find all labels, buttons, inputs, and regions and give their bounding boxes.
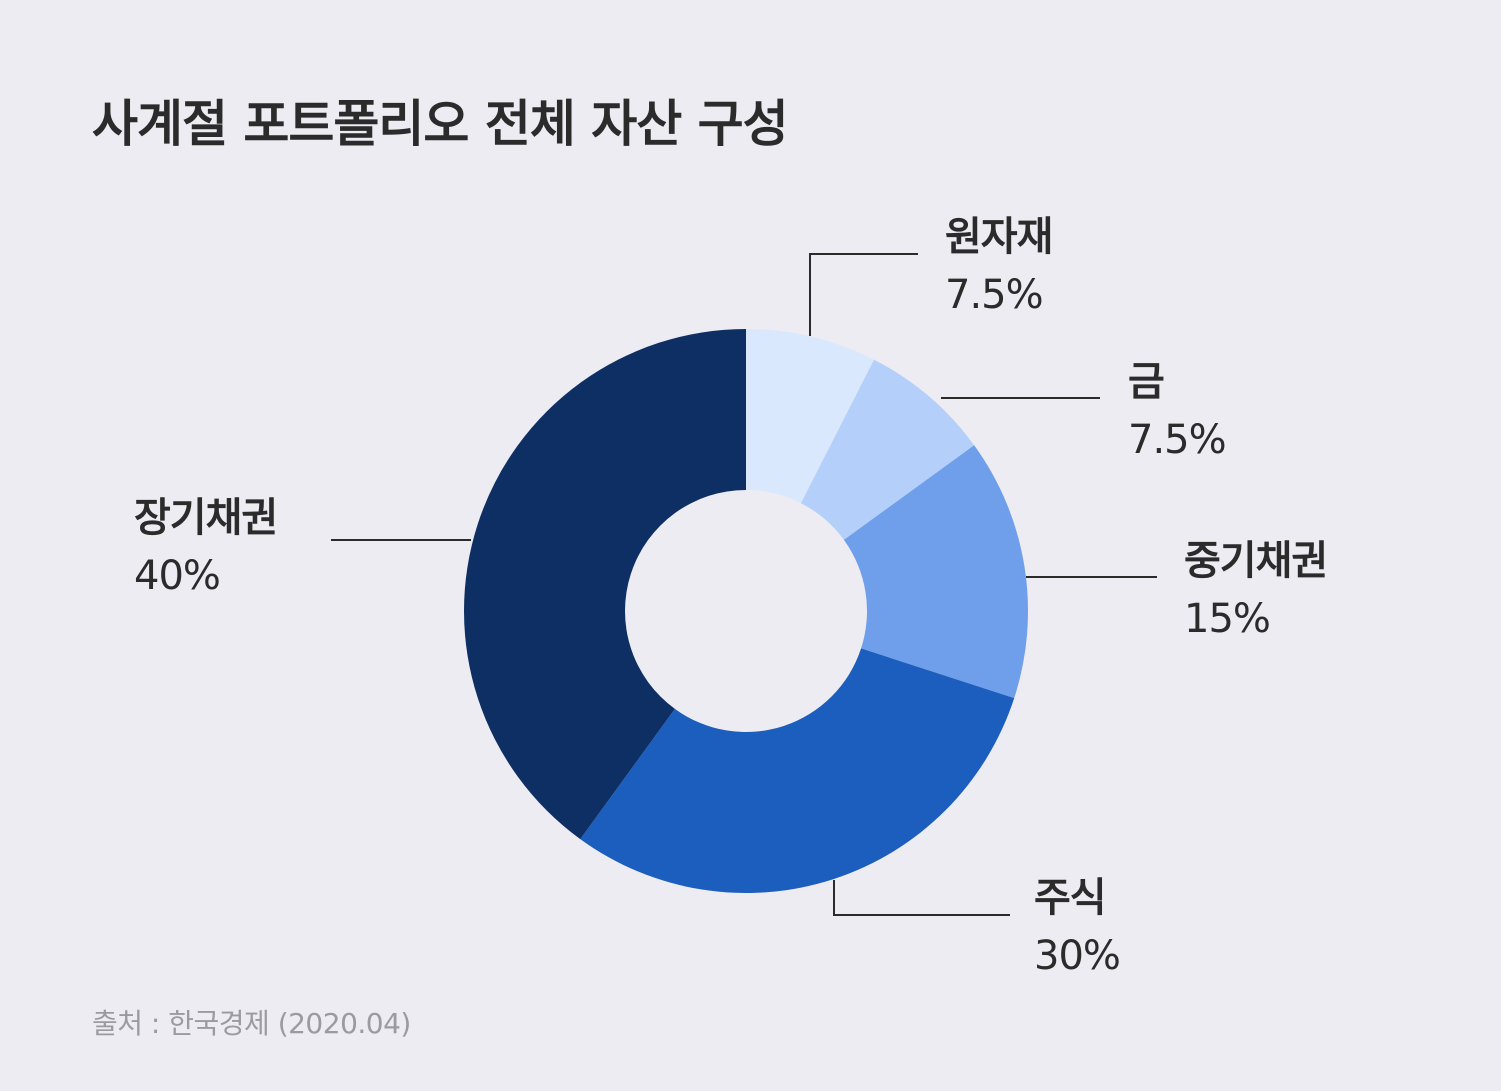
chart-title: 사계절 포트폴리오 전체 자산 구성 <box>92 95 789 153</box>
slice-name: 원자재 <box>945 214 1053 260</box>
slice-value: 7.5% <box>945 272 1044 318</box>
slice-name: 중기채권 <box>1184 538 1328 584</box>
slice-intermediate-bonds <box>843 445 1028 699</box>
slice-name: 금 <box>1128 359 1165 405</box>
slice-label-stocks: 주식 30% <box>1034 875 1121 979</box>
slice-gold <box>800 359 975 540</box>
slice-name: 주식 <box>1034 875 1107 921</box>
leader-line-raw-materials <box>809 253 918 336</box>
slice-stocks <box>580 648 1015 893</box>
leader-line-stocks <box>833 880 1010 916</box>
source-note: 출처 : 한국경제 (2020.04) <box>92 1007 411 1040</box>
slice-value: 30% <box>1034 933 1121 979</box>
slice-value: 7.5% <box>1128 417 1227 463</box>
slice-raw-materials <box>746 329 875 504</box>
slice-value: 40% <box>134 553 221 599</box>
slice-label-intermediate-bonds: 중기채권 15% <box>1184 538 1328 642</box>
slice-label-long-term-bonds: 장기채권 40% <box>134 495 278 599</box>
slice-long-term-bonds <box>464 329 746 840</box>
slice-value: 15% <box>1184 596 1271 642</box>
slice-name: 장기채권 <box>134 495 278 541</box>
slice-label-gold: 금 7.5% <box>1128 359 1227 463</box>
slice-label-raw-materials: 원자재 7.5% <box>945 214 1053 318</box>
